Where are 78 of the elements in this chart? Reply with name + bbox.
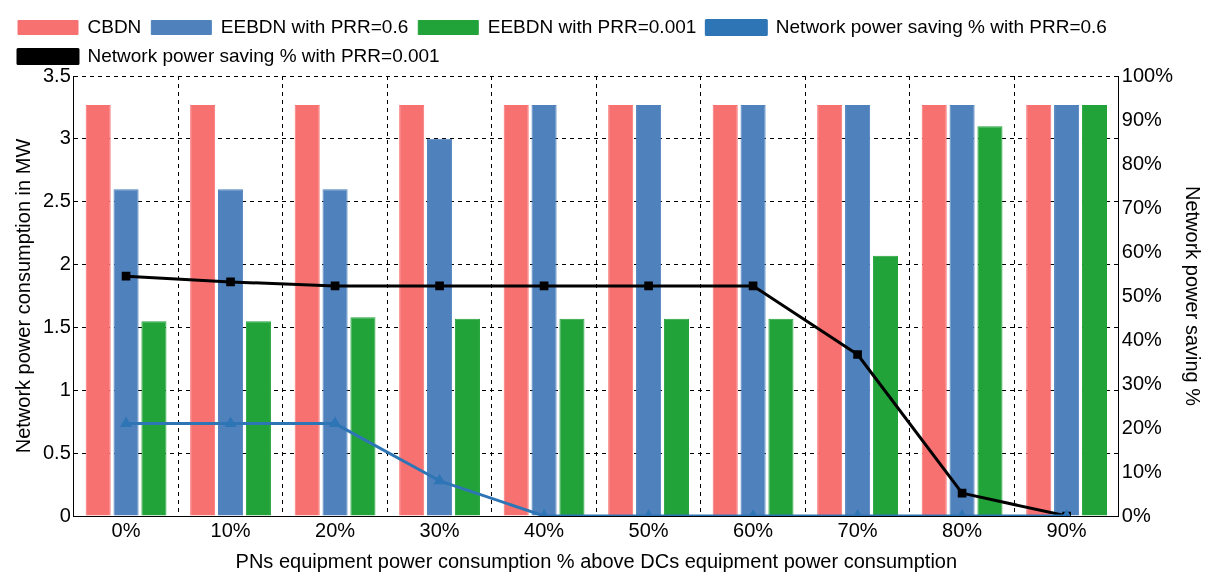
bar	[740, 104, 766, 516]
bar	[608, 104, 634, 516]
bar	[845, 104, 871, 516]
x-axis-title: PNs equipment power consumption % above DCs equipment power consumption	[235, 549, 958, 572]
y2-tick-label: 30%	[1121, 371, 1163, 394]
bar	[977, 126, 1003, 516]
bar	[712, 104, 738, 516]
y-tick-label: 0	[59, 503, 71, 526]
bar	[817, 104, 843, 516]
y2-tick-label: 70%	[1121, 195, 1163, 218]
bar	[1081, 104, 1107, 516]
bar	[454, 318, 480, 516]
y-tick-label: 3	[59, 126, 71, 149]
x-tick-label: 80%	[942, 518, 983, 541]
bar	[141, 321, 167, 516]
x-tick-label: 60%	[733, 518, 774, 541]
x-tick-label: 20%	[315, 518, 356, 541]
y2-tick-label: 60%	[1121, 239, 1163, 262]
x-tick-label: 30%	[419, 518, 460, 541]
y2-tick-label: 20%	[1121, 415, 1163, 438]
bar	[559, 318, 585, 516]
bar	[503, 104, 529, 516]
bar	[245, 321, 271, 516]
bar	[322, 189, 348, 516]
point	[434, 475, 445, 485]
y2-tick-label: 90%	[1121, 107, 1163, 130]
bar	[350, 317, 376, 516]
x-tick-label: 50%	[628, 518, 669, 541]
x-tick-label: 0%	[111, 518, 141, 541]
x-tick-label: 40%	[524, 518, 565, 541]
bar	[531, 104, 557, 516]
y-tick-label: 2.5	[42, 189, 71, 212]
legend-label: Network power saving % with PRR=0.001	[87, 44, 440, 66]
legend-label: CBDN	[87, 15, 142, 37]
point	[644, 281, 653, 291]
bar	[85, 104, 111, 516]
point	[748, 281, 758, 291]
bar	[921, 104, 947, 516]
y2-tick-label: 40%	[1121, 327, 1163, 350]
legend-label: Network power saving % with PRR=0.6	[775, 15, 1107, 37]
bar	[113, 189, 139, 516]
point	[121, 418, 132, 428]
bar	[1026, 104, 1052, 516]
point	[226, 277, 235, 287]
y2-tick-label: 80%	[1121, 151, 1163, 174]
point	[330, 281, 340, 291]
y-tick-label: 1.5	[42, 314, 71, 337]
y2-tick-label: 10%	[1121, 459, 1163, 482]
bar	[294, 104, 320, 516]
bar	[949, 104, 975, 516]
bar	[768, 318, 794, 516]
bar	[218, 189, 244, 516]
legend-label: EEBDN with PRR=0.6	[220, 15, 409, 37]
y2-axis-title: Network power saving %	[1182, 185, 1205, 407]
point	[121, 271, 131, 281]
point	[435, 281, 444, 291]
point	[330, 418, 341, 428]
y-axis-title: Network power consumption in MW	[11, 138, 34, 454]
legend-label: EEBDN with PRR=0.001	[487, 15, 697, 37]
x-tick-label: 10%	[210, 518, 251, 541]
y-tick-label: 1	[59, 377, 71, 400]
bar	[663, 318, 689, 516]
y2-tick-label: 100%	[1121, 63, 1174, 86]
y-tick-label: 2	[59, 252, 71, 275]
y-tick-label: 3.5	[42, 63, 71, 86]
bar	[636, 104, 662, 516]
x-tick-label: 70%	[837, 518, 878, 541]
x-tick-label: 90%	[1046, 518, 1087, 541]
bar	[190, 104, 216, 516]
bar	[1054, 104, 1080, 516]
bar	[399, 104, 425, 516]
y-tick-label: 0.5	[42, 440, 71, 463]
y2-tick-label: 0%	[1121, 503, 1151, 526]
bar	[872, 255, 898, 516]
bar	[427, 138, 453, 516]
point	[853, 350, 862, 359]
y2-tick-label: 50%	[1121, 283, 1163, 306]
point	[539, 281, 549, 291]
